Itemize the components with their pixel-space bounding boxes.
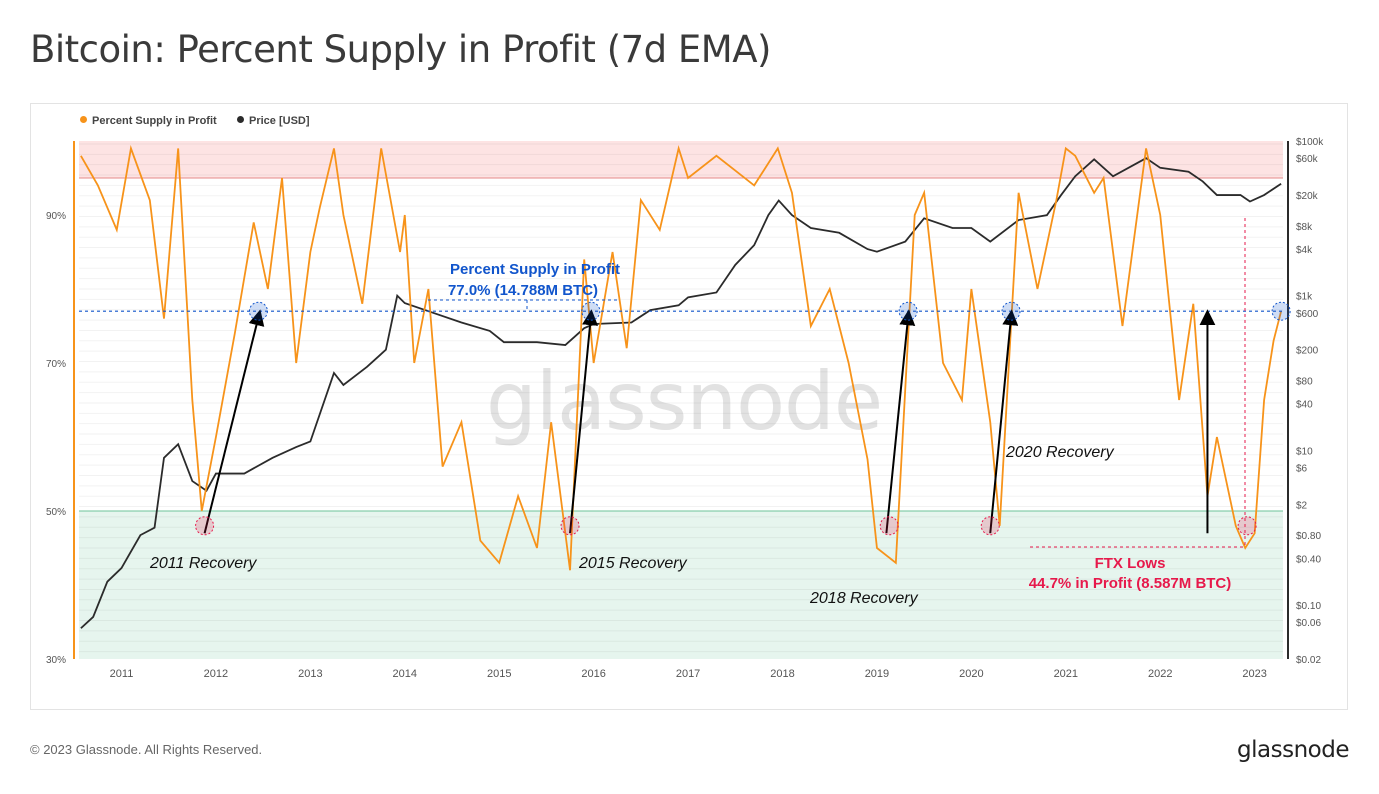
right-tick-label: $0.80: [1296, 531, 1321, 542]
right-tick-label: $2: [1296, 500, 1308, 511]
x-tick-label: 2013: [298, 668, 322, 680]
low-marker: [195, 516, 215, 536]
x-tick-label: 2021: [1054, 668, 1078, 680]
recovery-marker: [898, 301, 918, 321]
legend-label-profit: Percent Supply in Profit: [92, 115, 217, 127]
recovery-arrow: [569, 309, 599, 534]
x-tick-label: 2017: [676, 668, 700, 680]
legend-dot-profit-icon: [80, 116, 87, 123]
recovery-label-r2018: 2018 Recovery: [809, 590, 919, 607]
right-tick-label: $8k: [1296, 222, 1313, 233]
brand-logo: glassnode: [1237, 737, 1349, 763]
right-tick-label: $40: [1296, 400, 1313, 411]
ftx-annotation-value: 44.7% in Profit (8.587M BTC): [1029, 575, 1232, 592]
x-tick-label: 2023: [1242, 668, 1266, 680]
right-tick-label: $60k: [1296, 154, 1319, 165]
right-tick-label: $0.10: [1296, 601, 1321, 612]
x-tick-label: 2019: [865, 668, 889, 680]
recovery-label-r2020: 2020 Recovery: [1005, 444, 1115, 461]
low-marker: [1237, 516, 1257, 536]
series-profit-line: [80, 144, 1282, 571]
left-tick-label: 70%: [46, 359, 66, 370]
x-tick-label: 2016: [581, 668, 605, 680]
recovery-arrow: [885, 309, 916, 534]
x-tick-label: 2020: [959, 668, 983, 680]
right-tick-label: $0.02: [1296, 655, 1321, 666]
right-tick-label: $1k: [1296, 292, 1313, 303]
right-tick-label: $10: [1296, 446, 1313, 457]
zone-lower: [79, 511, 1283, 659]
ftx-annotation-title: FTX Lows: [1095, 555, 1166, 572]
right-tick-label: $20k: [1296, 191, 1319, 202]
legend-item-profit[interactable]: Percent Supply in Profit: [80, 115, 217, 127]
left-tick-label: 50%: [46, 507, 66, 518]
right-tick-label: $80: [1296, 376, 1313, 387]
right-tick-label: $6: [1296, 463, 1308, 474]
supply-annotation-value: 77.0% (14.788M BTC): [448, 282, 598, 299]
zone-upper: [79, 141, 1283, 178]
right-tick-label: $4k: [1296, 245, 1313, 256]
x-tick-label: 2022: [1148, 668, 1172, 680]
legend-label-price: Price [USD]: [249, 115, 310, 127]
low-marker: [560, 516, 580, 536]
legend-dot-price-icon: [237, 116, 244, 123]
page-title: Bitcoin: Percent Supply in Profit (7d EM…: [30, 28, 771, 71]
left-tick-label: 90%: [46, 211, 66, 222]
low-marker: [879, 516, 899, 536]
series-price-line: [80, 157, 1282, 629]
supply-annotation-title: Percent Supply in Profit: [450, 261, 620, 278]
right-tick-label: $0.06: [1296, 618, 1321, 629]
x-tick-label: 2012: [204, 668, 228, 680]
copyright-text: © 2023 Glassnode. All Rights Reserved.: [30, 742, 263, 757]
recovery-label-r2015: 2015 Recovery: [578, 555, 688, 572]
x-tick-label: 2018: [770, 668, 794, 680]
x-tick-label: 2011: [110, 668, 134, 680]
left-tick-label: 30%: [46, 655, 66, 666]
right-tick-label: $600: [1296, 309, 1319, 320]
low-marker: [980, 516, 1000, 536]
recovery-marker: [581, 301, 601, 321]
recovery-marker: [1001, 301, 1021, 321]
right-tick-label: $200: [1296, 346, 1319, 357]
recovery-marker: [248, 301, 268, 321]
recovery-arrow: [203, 309, 265, 534]
right-tick-label: $0.40: [1296, 554, 1321, 565]
recovery-marker: [1271, 301, 1291, 321]
x-tick-label: 2015: [487, 668, 511, 680]
legend-item-price[interactable]: Price [USD]: [237, 115, 310, 127]
recovery-arrow: [989, 309, 1019, 534]
right-tick-label: $100k: [1296, 137, 1324, 148]
x-tick-label: 2014: [393, 668, 417, 680]
recovery-label-r2011: 2011 Recovery: [149, 555, 257, 572]
chart-frame: [30, 103, 1348, 710]
